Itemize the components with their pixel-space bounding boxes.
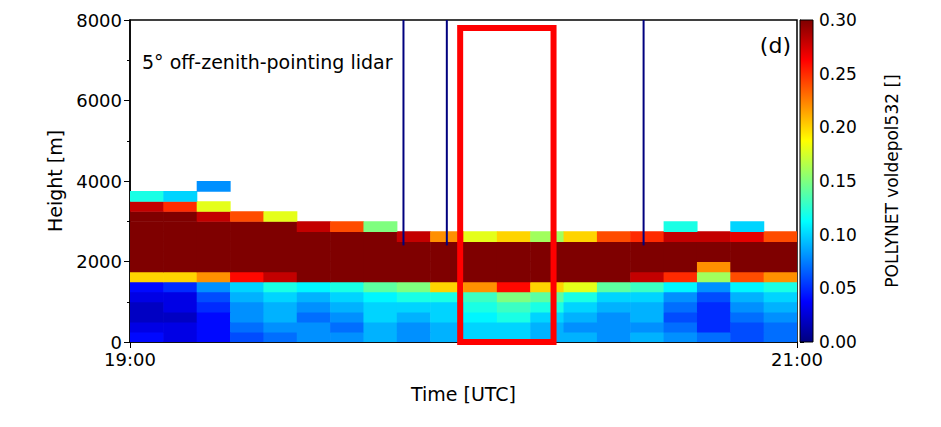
svg-text:6000: 6000 — [76, 90, 122, 111]
svg-text:2000: 2000 — [76, 251, 122, 272]
svg-text:8000: 8000 — [76, 10, 122, 31]
svg-text:Height [m]: Height [m] — [44, 130, 66, 232]
svg-text:Time [UTC]: Time [UTC] — [410, 383, 516, 405]
svg-text:5° off-zenith-pointing lidar: 5° off-zenith-pointing lidar — [142, 51, 393, 73]
svg-text:0.10: 0.10 — [819, 225, 857, 245]
svg-text:POLLYNET voldepol532 []: POLLYNET voldepol532 [] — [882, 74, 902, 287]
svg-text:4000: 4000 — [76, 171, 122, 192]
svg-text:21:00: 21:00 — [771, 349, 823, 370]
svg-text:0.15: 0.15 — [819, 171, 857, 191]
svg-text:0: 0 — [110, 331, 122, 353]
svg-text:19:00: 19:00 — [104, 349, 156, 370]
svg-text:0.30: 0.30 — [819, 10, 857, 30]
svg-text:(d): (d) — [760, 33, 791, 58]
svg-text:0.05: 0.05 — [819, 278, 857, 298]
svg-text:0.25: 0.25 — [819, 64, 857, 84]
svg-text:0.00: 0.00 — [819, 332, 857, 352]
svg-text:0.20: 0.20 — [819, 117, 857, 137]
